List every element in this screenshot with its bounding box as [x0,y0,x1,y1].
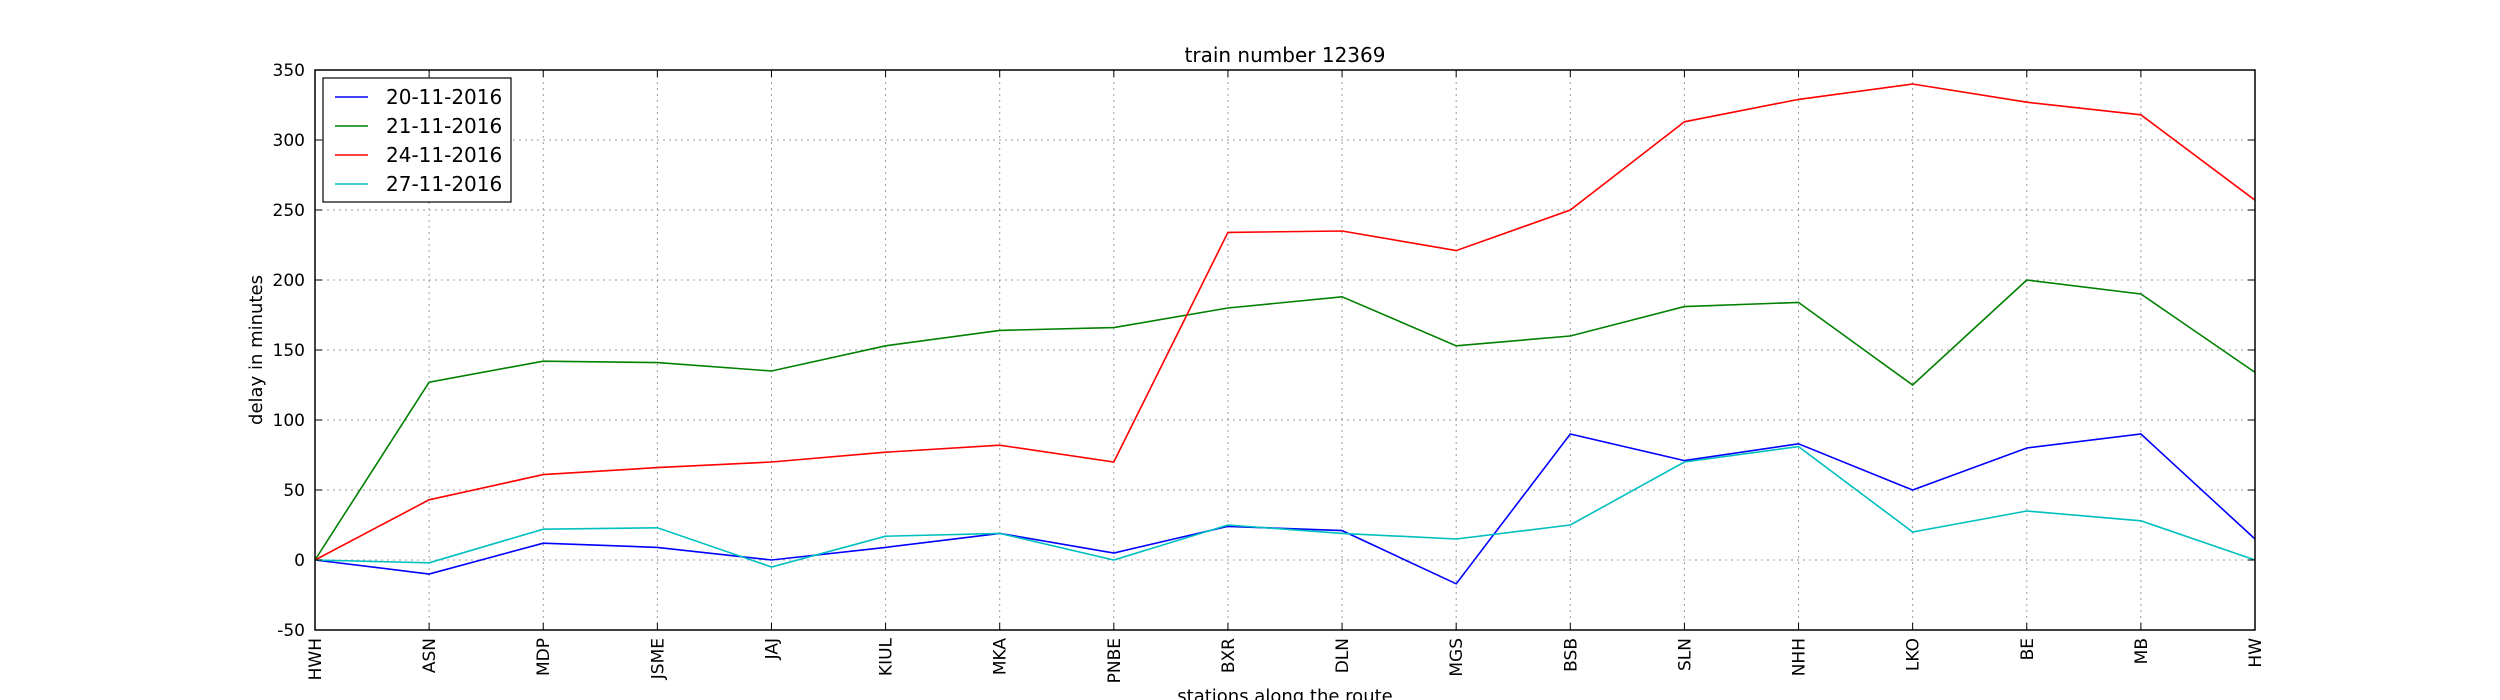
x-tick-label: HWH [306,638,326,680]
legend: 20-11-2016 21-11-2016 24-11-2016 27-11-2016 [322,77,512,203]
x-tick-label: KIUL [877,637,897,676]
x-tick-label: MDP [534,638,554,676]
y-tick-label: 0 [294,551,305,571]
series-line-27-11-2016 [314,445,2256,568]
x-tick-label: BSB [1561,638,1581,672]
chart-title: train number 12369 [1185,43,1386,67]
x-tick-label: MKA [991,638,1011,676]
x-tick-label: SLN [1675,638,1695,671]
x-axis-label: stations along the route [1177,686,1392,700]
x-tick-label: JAJ [762,638,782,660]
series-line-21-11-2016 [314,279,2256,561]
x-tick-label: JSME [648,638,668,680]
y-tick-label: 250 [273,201,305,221]
legend-label: 27-11-2016 [386,172,502,196]
x-tick-label: LKO [1904,638,1924,671]
y-tick-label: 200 [273,271,305,291]
x-axis-ticks: HWH ASN MDP JSME JAJ KIUL MKA PNBE BXR DLN MGS BSB S… [306,70,2266,683]
y-axis-ticks: -50 0 50 100 150 200 250 300 350 [273,61,2255,641]
legend-box [322,77,512,203]
x-tick-label: DLN [1333,638,1353,673]
series-line-24-11-2016 [314,83,2256,561]
y-tick-label: -50 [277,621,305,641]
legend-label: 20-11-2016 [386,85,502,109]
legend-label: 24-11-2016 [386,143,502,167]
series-line-20-11-2016 [314,433,2256,585]
legend-label: 21-11-2016 [386,114,502,138]
series-lines [314,83,2256,585]
y-axis-label: delay in minutes [246,275,267,425]
y-tick-label: 150 [273,341,305,361]
x-tick-label: NHH [1790,638,1810,676]
x-tick-label: PNBE [1105,638,1125,683]
x-tick-label: BE [2018,638,2038,660]
y-tick-label: 350 [273,61,305,81]
y-tick-label: 300 [273,131,305,151]
y-tick-label: 100 [273,411,305,431]
y-tick-label: 50 [283,481,305,501]
x-tick-label: BXR [1219,638,1239,673]
x-tick-label: ASN [420,638,440,673]
x-tick-label: HW [2246,638,2266,668]
x-tick-label: MB [2132,638,2152,664]
x-tick-label: MGS [1447,638,1467,677]
